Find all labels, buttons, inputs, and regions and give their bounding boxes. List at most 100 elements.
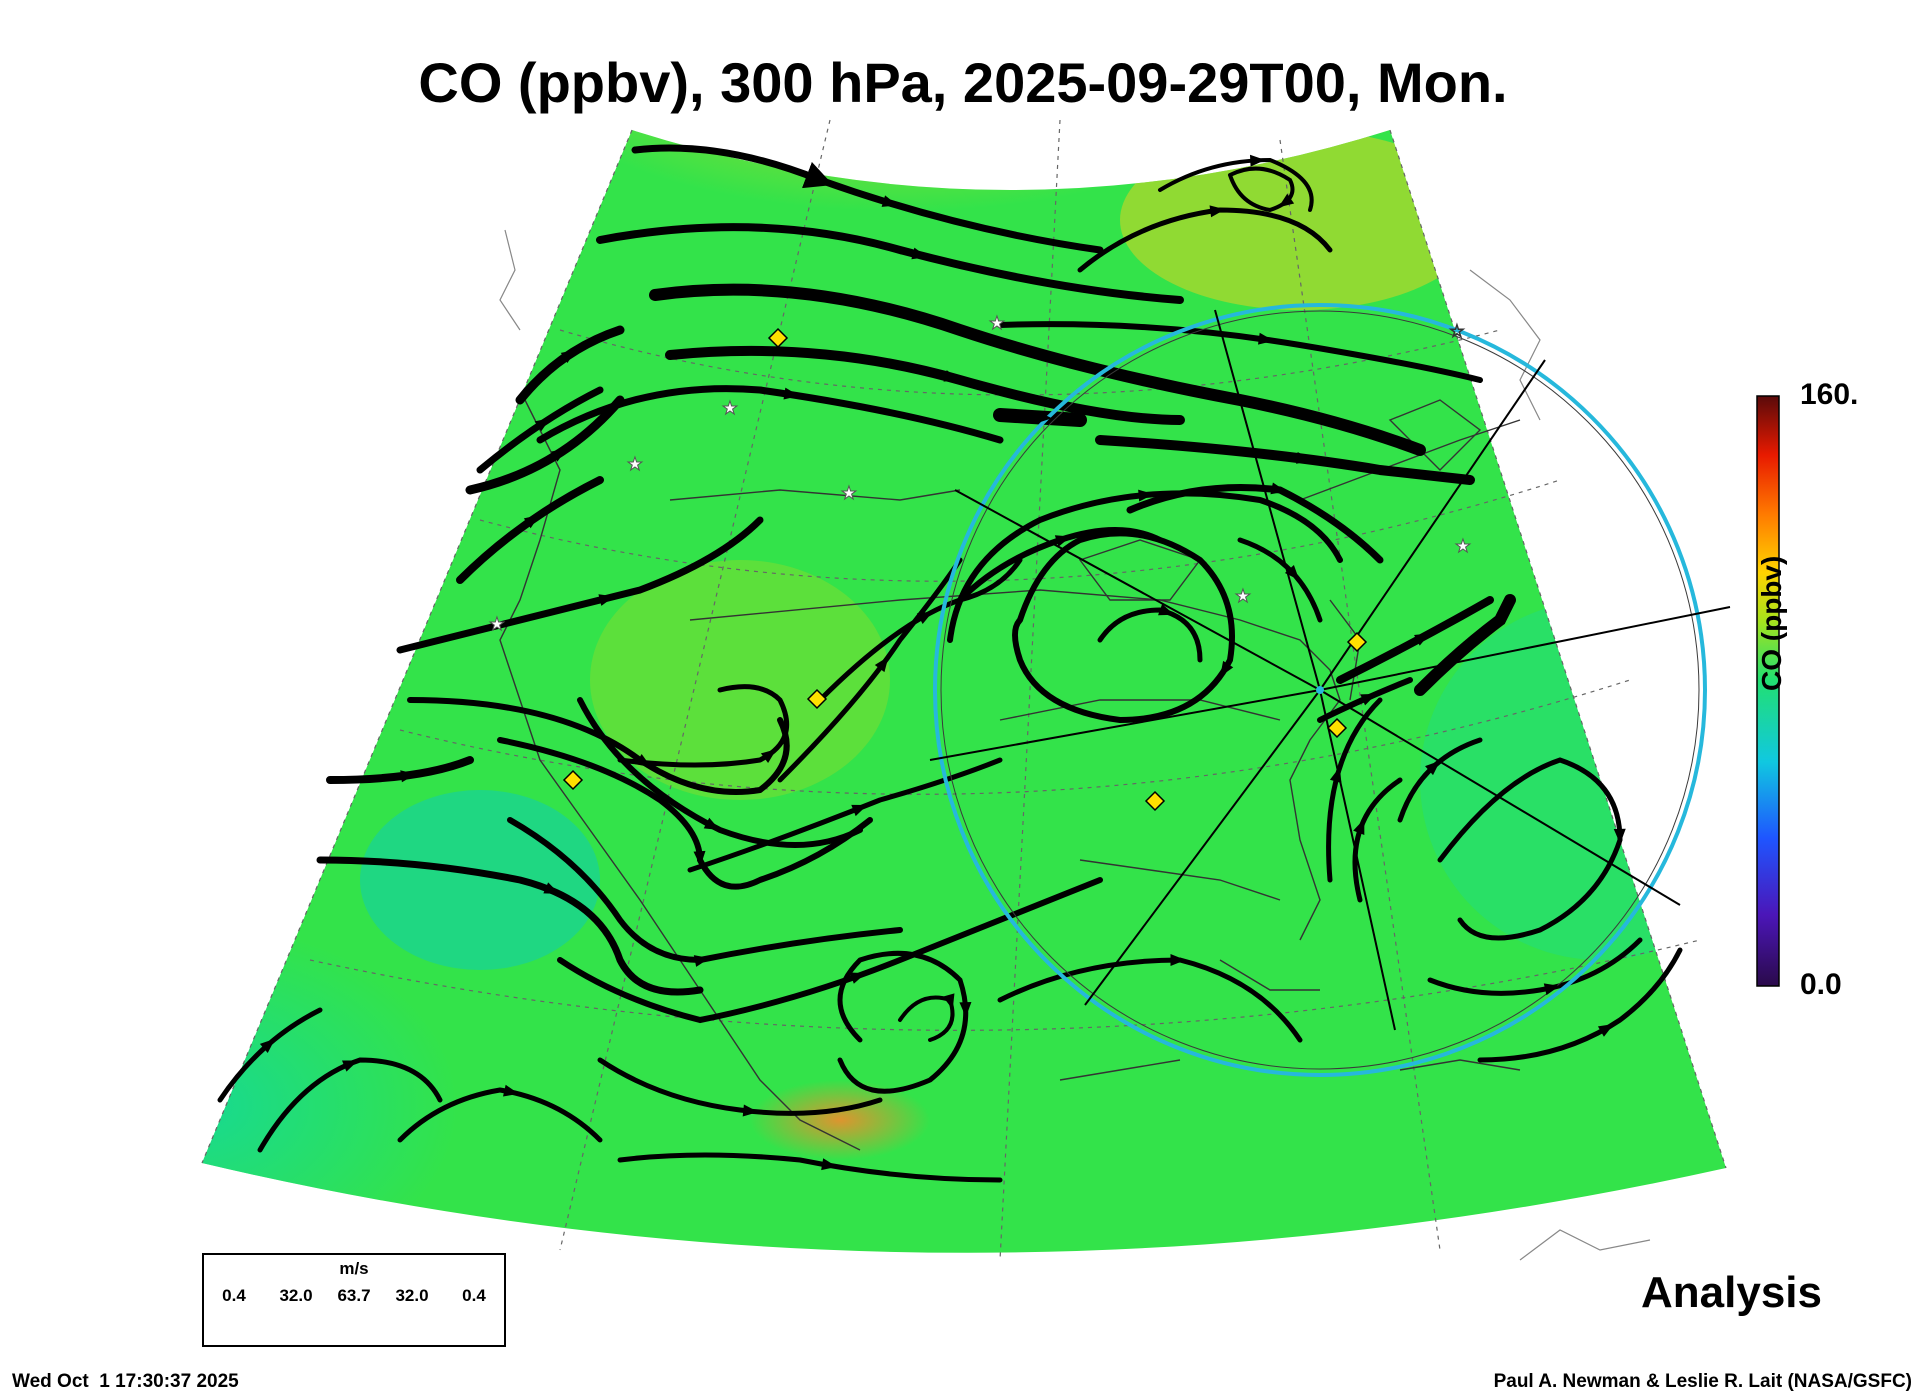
white-star-marker: ★ xyxy=(722,398,738,419)
streamline xyxy=(536,385,1004,444)
streamline-arrow xyxy=(1220,660,1234,677)
streamline xyxy=(596,223,1184,304)
streamline-arrow xyxy=(1284,565,1300,581)
streamline-arrow xyxy=(1170,954,1186,967)
streamline xyxy=(1427,937,1643,996)
wind-legend-value: 32.0 xyxy=(395,1286,429,1305)
streamline-arrow xyxy=(693,850,706,867)
streamline xyxy=(456,476,604,584)
mode-label: Analysis xyxy=(1641,1268,1822,1317)
streamline-arrow xyxy=(1036,411,1052,424)
streamline-arrow xyxy=(703,817,720,830)
streamline xyxy=(1317,677,1413,723)
streamline-arrow xyxy=(259,1038,276,1053)
streamline-arrow xyxy=(1209,205,1226,218)
colorbar xyxy=(1756,395,1780,987)
page-title: CO (ppbv), 300 hPa, 2025-09-29T00, Mon. xyxy=(418,51,1508,114)
white-star-marker: ★ xyxy=(841,483,857,504)
streamline-arrow xyxy=(942,993,955,1010)
streamline xyxy=(397,1087,603,1143)
white-star-marker: ★ xyxy=(989,313,1005,334)
streamline-arrow xyxy=(1138,489,1154,502)
streamline-arrow xyxy=(760,749,777,763)
streamline xyxy=(257,1057,443,1153)
streamline xyxy=(1414,594,1516,696)
yellow-diamond-marker xyxy=(806,688,828,710)
streamline-arrow xyxy=(959,1002,972,1018)
range-ring-overlay xyxy=(929,303,1731,1077)
streamline-arrow xyxy=(503,1084,519,1097)
streamline-arrow xyxy=(874,656,889,673)
streamlines xyxy=(217,144,1683,1183)
streamline-arrow xyxy=(783,387,800,400)
streamline xyxy=(777,557,963,783)
streamline xyxy=(947,490,1343,643)
streamline-arrow xyxy=(851,804,868,817)
white-star-marker: ★ xyxy=(489,614,505,635)
streamline-arrow xyxy=(1329,766,1342,784)
streamline xyxy=(837,950,969,1094)
streamline-arrow xyxy=(1597,1024,1614,1037)
streamline xyxy=(1012,530,1235,724)
wind-legend-value: 0.4 xyxy=(222,1286,246,1305)
streamline-arrow xyxy=(911,247,928,260)
streamline-arrow xyxy=(1069,356,1086,369)
wind-legend-value: 32.0 xyxy=(279,1286,313,1305)
streamline-arrow xyxy=(1270,482,1287,495)
white-star-marker: ★ xyxy=(1235,586,1251,607)
streamline xyxy=(465,395,625,495)
colorbar-axis-label: CO (ppbv) xyxy=(1756,555,1787,691)
streamline-arrow xyxy=(1278,193,1295,208)
streamline-arrow xyxy=(1414,633,1431,646)
streamline-arrow xyxy=(1360,693,1377,706)
wind-legend-value: 63.7 xyxy=(337,1286,371,1305)
yellow-diamond-marker xyxy=(562,769,584,791)
streamline-arrow xyxy=(849,972,866,984)
streamline-arrow xyxy=(1296,451,1312,464)
co-field xyxy=(202,130,1726,1253)
streamline xyxy=(631,144,1104,254)
streamline-arrow xyxy=(635,754,652,768)
streamline xyxy=(1095,435,1475,485)
streamline-arrow xyxy=(1462,636,1479,652)
streamline xyxy=(687,757,1003,873)
wind-speed-legend: m/s 0.4 32.0 63.7 32.0 0.4 xyxy=(202,1253,506,1347)
streamline xyxy=(1158,157,1314,212)
yellow-diamond-marker xyxy=(1144,790,1166,812)
streamline xyxy=(316,856,704,996)
streamline-arrow xyxy=(693,955,710,967)
white-star-marker: ★ xyxy=(627,454,643,475)
timestamp: Wed Oct 1 17:30:37 2025 xyxy=(12,1371,239,1392)
streamline-arrow xyxy=(550,448,567,462)
streamline-arrow xyxy=(1353,818,1365,835)
streamline-arrow xyxy=(523,514,540,529)
streamline-arrow xyxy=(1158,603,1175,616)
colorbar-min-label: 0.0 xyxy=(1800,968,1842,1001)
streamline-arrow xyxy=(916,611,933,624)
streamline-arrow xyxy=(943,370,960,382)
yellow-diamond-marker xyxy=(1326,717,1348,739)
white-star-marker: ☆ xyxy=(1449,321,1465,342)
streamline xyxy=(817,557,1023,703)
colorbar-max-label: 160. xyxy=(1800,378,1859,411)
streamline-arrow xyxy=(742,1104,759,1117)
white-star-marker: ★ xyxy=(1455,536,1471,557)
diamond-markers xyxy=(562,327,1368,812)
streamline xyxy=(617,684,790,768)
streamline xyxy=(1477,947,1683,1063)
streamline-arrow xyxy=(341,1060,359,1072)
streamline-arrow xyxy=(598,594,615,606)
streamline xyxy=(997,321,1483,383)
streamline xyxy=(557,877,1103,1024)
streamline xyxy=(577,697,863,848)
streamline xyxy=(617,1152,1003,1183)
streamline xyxy=(597,1057,883,1116)
streamline xyxy=(407,697,790,795)
streamline-arrow xyxy=(1543,983,1560,996)
streamline-arrow xyxy=(1257,332,1274,345)
yellow-diamond-marker xyxy=(767,327,789,349)
outside-coast xyxy=(499,229,1651,1261)
streamline-arrow xyxy=(543,882,560,894)
yellow-diamond-marker xyxy=(1346,631,1368,653)
